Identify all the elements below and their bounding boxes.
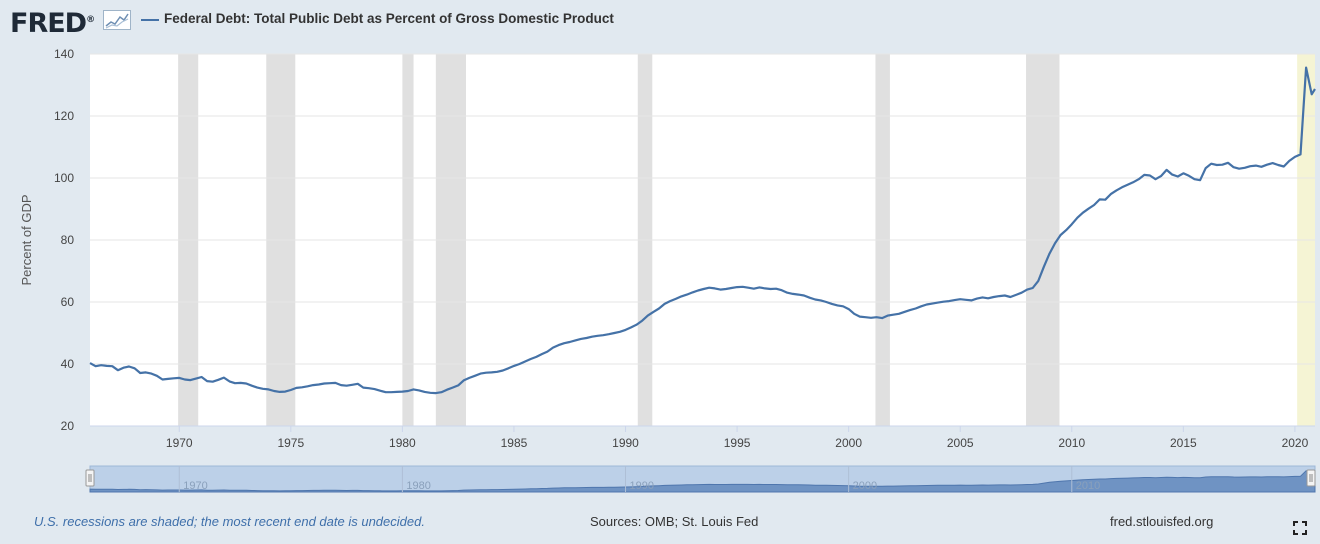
series-line-federal-debt[interactable]	[89, 66, 1316, 395]
sources-text: Sources: OMB; St. Louis Fed	[590, 514, 759, 529]
x-tick-label: 1995	[724, 436, 751, 450]
x-tick-label: 2010	[1058, 436, 1085, 450]
navigator-tick-label: 1990	[630, 480, 654, 492]
fullscreen-icon[interactable]	[1292, 520, 1308, 536]
y-tick-label: 100	[54, 171, 74, 185]
registered-mark: ®	[86, 15, 96, 25]
legend-swatch	[141, 19, 159, 21]
range-navigator[interactable]: 1970 1980 1990 2000 2010	[85, 465, 1316, 493]
y-tick-label: 80	[61, 233, 75, 247]
y-tick-label: 140	[54, 47, 74, 61]
navigator-ticks: 1970 1980 1990 2000 2010	[178, 466, 1100, 492]
navigator-tick-label: 1970	[183, 480, 207, 492]
navigator-tick-label: 2000	[853, 480, 877, 492]
y-axis-ticks: 20 40 60 80 100 120 140	[54, 47, 74, 433]
navigator-tick-label: 1980	[406, 480, 430, 492]
line-graph-icon	[103, 10, 131, 30]
y-tick-label: 120	[54, 109, 74, 123]
x-tick-label: 2000	[835, 436, 862, 450]
x-tick-label: 1980	[389, 436, 416, 450]
navigator-area	[89, 470, 1316, 493]
x-tick-label: 2005	[947, 436, 974, 450]
site-link[interactable]: fred.stlouisfed.org	[1110, 514, 1214, 529]
x-axis-ticks: 1970 1975 1980 1985 1990 1995 2000 2005 2010 2015…	[90, 425, 1315, 450]
y-tick-label: 40	[61, 357, 75, 371]
y-axis-label: Percent of GDP	[19, 194, 34, 285]
y-tick-label: 60	[61, 295, 75, 309]
y-tick-label: 20	[61, 419, 75, 433]
navigator-left-handle[interactable]	[85, 469, 95, 487]
chart-title: Federal Debt: Total Public Debt as Perce…	[164, 11, 614, 26]
x-tick-label: 2015	[1170, 436, 1197, 450]
x-tick-label: 1970	[166, 436, 193, 450]
x-tick-label: 2020	[1282, 436, 1309, 450]
x-tick-label: 1990	[612, 436, 639, 450]
x-tick-label: 1975	[277, 436, 304, 450]
fred-logo[interactable]: FRED®	[10, 8, 96, 39]
recession-note: U.S. recessions are shaded; the most rec…	[34, 514, 425, 529]
navigator-tick-label: 2010	[1076, 480, 1100, 492]
navigator-right-handle[interactable]	[1306, 469, 1316, 487]
x-tick-label: 1985	[501, 436, 528, 450]
chart-header: FRED® Federal Debt: Total Public Debt as…	[0, 0, 1320, 40]
